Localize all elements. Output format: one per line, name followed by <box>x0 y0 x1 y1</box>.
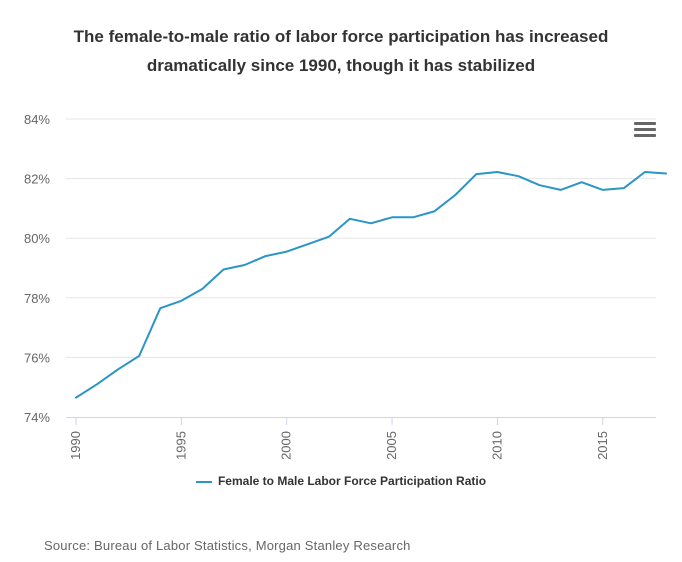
grid-lines <box>66 118 656 358</box>
x-tick-label: 2000 <box>279 431 294 460</box>
y-tick-label: 76% <box>24 350 50 365</box>
chart-legend: Female to Male Labor Force Participation… <box>0 474 682 488</box>
chart-menu-button[interactable] <box>634 122 656 140</box>
chart-title-line-1: The female-to-male ratio of labor force … <box>73 27 609 46</box>
hamburger-menu-icon <box>634 122 656 125</box>
y-tick-label: 74% <box>24 410 50 425</box>
y-tick-label: 82% <box>24 172 50 187</box>
legend-swatch <box>195 480 212 483</box>
series-layer <box>75 171 667 399</box>
tick-labels: 74% 76% 78% 80% 82% 84% 1990 1995 2000 2005 2010 20… <box>24 112 610 460</box>
x-tick-label: 2015 <box>595 431 610 460</box>
chart-title-line-2: dramatically since 1990, though it has s… <box>146 56 536 75</box>
y-tick-label: 84% <box>24 112 50 127</box>
y-tick-label: 80% <box>24 231 50 246</box>
hamburger-menu-icon-bar <box>634 134 656 137</box>
x-tick-label: 2005 <box>384 431 399 460</box>
source-note: Source: Bureau of Labor Statistics, Morg… <box>44 538 411 553</box>
axes <box>66 417 656 425</box>
chart-title: The female-to-male ratio of labor force … <box>0 22 682 80</box>
x-tick-label: 2010 <box>489 431 504 460</box>
y-tick-label: 78% <box>24 291 50 306</box>
hamburger-menu-icon-bar <box>634 128 656 131</box>
series-line <box>75 171 667 399</box>
x-tick-label: 1995 <box>173 431 188 460</box>
legend-item-ratio[interactable]: Female to Male Labor Force Participation… <box>195 474 487 488</box>
x-tick-label: 1990 <box>68 431 83 460</box>
legend-label: Female to Male Labor Force Participation… <box>217 474 487 488</box>
